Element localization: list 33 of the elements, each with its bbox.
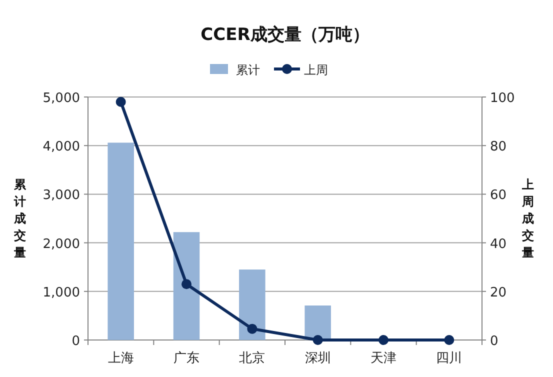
chart-title: CCER成交量（万吨） (200, 25, 370, 45)
y-tick-label: 2,000 (42, 236, 80, 252)
y2-tick-label: 60 (490, 188, 507, 204)
x-tick-label: 北京 (239, 351, 266, 366)
y2-tick-label: 100 (490, 91, 515, 106)
point (116, 96, 126, 107)
bar (108, 142, 134, 340)
bar (304, 305, 331, 340)
bar (239, 270, 266, 340)
y2-tick-label: 20 (490, 285, 507, 300)
y2-tick-label: 80 (490, 140, 507, 155)
y-axis-title: 累计成交量 (13, 178, 27, 260)
y2-axis-title: 上周成交量 (521, 178, 534, 260)
point (182, 279, 192, 290)
y-tick-label: 5,000 (42, 91, 80, 106)
legend-label: 上周 (304, 63, 328, 77)
y-tick-label: 4,000 (42, 140, 80, 155)
x-tick-label: 天津 (370, 351, 396, 366)
point (444, 335, 454, 345)
bar (173, 232, 200, 340)
point (312, 335, 323, 345)
point (378, 335, 388, 345)
x-tick-label: 四川 (436, 351, 462, 366)
y-tick-label: 3,000 (42, 188, 80, 204)
y-tick-label: 1,000 (42, 285, 80, 300)
y2-tick-label: 40 (490, 236, 507, 252)
point (247, 324, 258, 334)
x-tick-label: 上海 (108, 351, 134, 366)
y-tick-label: 0 (72, 334, 80, 349)
x-tick-label: 深圳 (304, 351, 331, 366)
y2-tick-label: 0 (490, 334, 498, 349)
legend-label: 累计 (236, 63, 260, 77)
x-tick-label: 广东 (174, 351, 200, 366)
